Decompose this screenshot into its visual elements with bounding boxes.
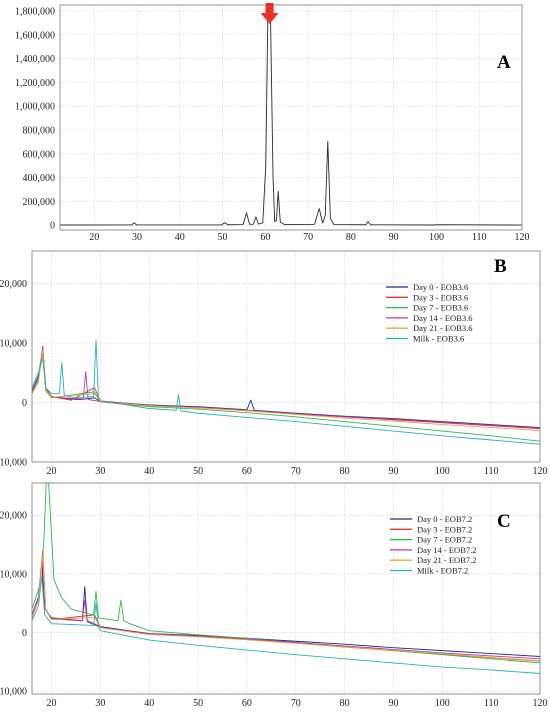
y-tick-label: 1,800,000 [15, 6, 55, 17]
x-tick-label: 100 [429, 232, 444, 243]
legend-label: Day 3 - EOB3.6 [413, 292, 468, 302]
x-tick-label: 20 [47, 466, 57, 477]
legend-label: Day 14 - EOB3.6 [413, 313, 473, 323]
x-tick-label: 50 [193, 466, 203, 477]
legend-label: Day 14 - EOB7.2 [417, 545, 477, 555]
legend-label: Day 21 - EOB7.2 [417, 555, 477, 565]
series-line-a-1 [59, 12, 523, 226]
x-tick-label: 70 [291, 466, 301, 477]
series-line-b-5 [31, 349, 541, 431]
legend-label: Milk - EOB3.6 [413, 334, 464, 344]
x-tick-label: 80 [340, 466, 350, 477]
x-tick-label: 110 [484, 698, 499, 709]
y-tick-label: 10,000 [0, 569, 27, 580]
x-tick-label: 120 [515, 232, 530, 243]
x-tick-label: 80 [340, 698, 350, 709]
y-tick-label: 0 [22, 398, 27, 409]
series-line-b-4 [31, 347, 541, 430]
x-tick-label: 40 [144, 466, 154, 477]
y-tick-label: 1,200,000 [15, 78, 55, 89]
plot-frame [31, 250, 541, 463]
x-tick-label: 40 [144, 698, 154, 709]
series-line-c-4 [31, 558, 541, 660]
y-tick-label: 1,000,000 [15, 102, 55, 113]
series-line-b-6 [31, 339, 541, 445]
x-tick-label: 60 [242, 466, 252, 477]
y-tick-label: 800,000 [23, 126, 56, 137]
x-tick-label: 90 [388, 466, 398, 477]
x-tick-label: 20 [89, 232, 99, 243]
x-tick-label: 30 [132, 232, 142, 243]
legend-label: Day 0 - EOB7.2 [417, 514, 472, 524]
x-tick-label: 70 [291, 698, 301, 709]
series-line-c-5 [31, 555, 541, 662]
y-tick-label: 1,400,000 [15, 54, 55, 65]
y-tick-label: 0 [22, 628, 27, 639]
plot-frame [59, 4, 523, 231]
panel-letter: B [494, 256, 507, 277]
y-tick-label: 200,000 [23, 197, 56, 208]
series-line-b-3 [31, 351, 541, 442]
x-tick-label: 70 [303, 232, 313, 243]
y-tick-label: 20,000 [0, 279, 27, 290]
y-tick-label: -10,000 [0, 687, 27, 698]
x-tick-label: 90 [389, 232, 399, 243]
legend-label: Day 21 - EOB3.6 [413, 323, 473, 333]
x-tick-label: 80 [346, 232, 356, 243]
x-tick-label: 60 [242, 698, 252, 709]
x-tick-label: 50 [218, 232, 228, 243]
x-tick-label: 100 [435, 698, 450, 709]
y-tick-label: 400,000 [23, 173, 56, 184]
legend-label: Day 3 - EOB7.2 [417, 524, 472, 534]
y-tick-label: 20,000 [0, 511, 27, 522]
y-tick-label: -10,000 [0, 458, 27, 469]
x-tick-label: 30 [95, 698, 105, 709]
plot-frame [31, 482, 541, 695]
x-tick-label: 90 [388, 698, 398, 709]
panel-letter: A [497, 52, 511, 73]
panel-b-chart: 20 30 40 50 60 70 80 90 100 110 120 -10,000 0 10,000 2… [0, 250, 548, 477]
y-tick-label: 1,600,000 [15, 30, 55, 41]
x-tick-label: 40 [175, 232, 185, 243]
series-line-c-6 [31, 576, 541, 674]
x-tick-label: 110 [472, 232, 487, 243]
arrow-down-icon [260, 3, 279, 24]
panel-letter: C [497, 511, 511, 532]
x-tick-label: 60 [260, 232, 270, 243]
x-tick-label: 120 [533, 698, 548, 709]
x-tick-label: 30 [95, 466, 105, 477]
x-tick-label: 120 [533, 466, 548, 477]
x-tick-label: 100 [435, 466, 450, 477]
x-tick-label: 20 [47, 698, 57, 709]
panel-c-chart: 20 30 40 50 60 70 80 90 100 110 120 -10,000 0 10,000 2… [0, 482, 548, 709]
panel-a-chart: 20 30 40 50 60 70 80 90 100 110 120 0 200,000 400,000… [15, 3, 530, 243]
y-tick-label: 600,000 [23, 149, 56, 160]
legend-label: Milk - EOB7.2 [417, 566, 468, 576]
y-tick-label: 10,000 [0, 339, 27, 350]
x-tick-label: 110 [484, 466, 499, 477]
legend-label: Day 7 - EOB3.6 [413, 303, 468, 313]
legend-label: Day 7 - EOB7.2 [417, 535, 472, 545]
legend-label: Day 0 - EOB3.6 [413, 282, 468, 292]
y-tick-label: 0 [50, 221, 55, 232]
x-tick-label: 50 [193, 698, 203, 709]
